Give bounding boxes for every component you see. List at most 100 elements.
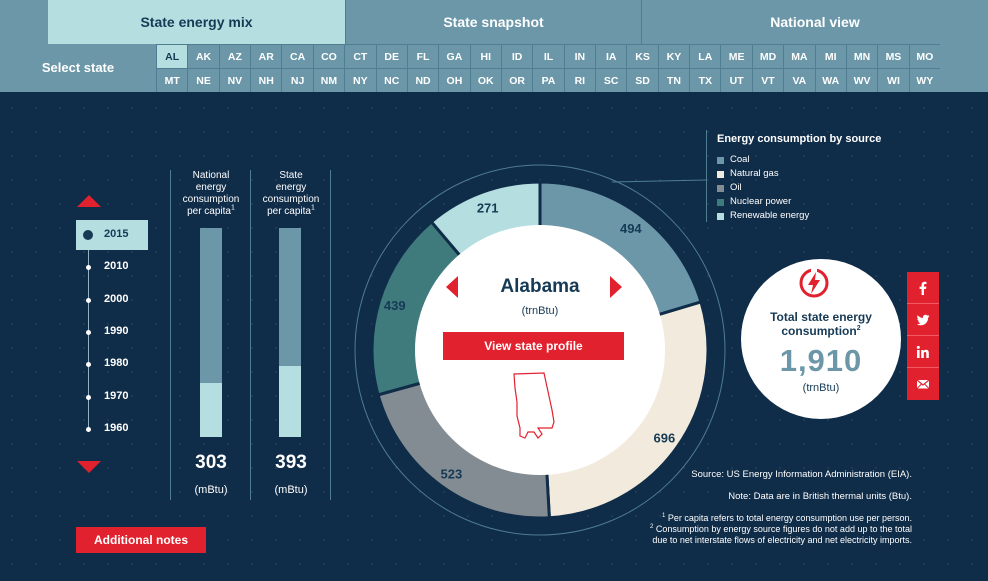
state-button-ar[interactable]: AR: [250, 44, 282, 68]
total-consumption-unit: (trnBtu): [802, 382, 840, 394]
state-button-nm[interactable]: NM: [312, 68, 345, 92]
legend-label: Renewable energy: [730, 210, 810, 221]
national-label-line: per capita1: [187, 204, 235, 217]
state-label-line: energy: [275, 182, 307, 193]
state-button-mn[interactable]: MN: [845, 44, 878, 68]
legend-item: Nuclear power: [717, 195, 918, 209]
state-name: Alabama: [500, 276, 580, 297]
state-button-de[interactable]: DE: [375, 44, 407, 68]
footnote-marker: 1: [311, 204, 315, 212]
additional-notes-button[interactable]: Additional notes: [76, 527, 206, 553]
year-item-1970[interactable]: 1970: [76, 382, 148, 412]
state-button-id[interactable]: ID: [500, 44, 533, 68]
state-button-ok[interactable]: OK: [469, 68, 501, 92]
state-button-wi[interactable]: WI: [877, 68, 909, 92]
next-state-arrow-icon[interactable]: [610, 276, 622, 298]
state-button-la[interactable]: LA: [689, 44, 721, 68]
state-button-co[interactable]: CO: [312, 44, 345, 68]
tab-state-snapshot[interactable]: State snapshot: [346, 0, 642, 44]
state-button-fl[interactable]: FL: [406, 44, 439, 68]
linkedin-share-button[interactable]: [907, 336, 939, 368]
state-button-ga[interactable]: GA: [438, 44, 470, 68]
year-item-2015[interactable]: 2015: [76, 220, 148, 250]
state-grid: AL AK AZ AR CA CO CT DE FL GA HI ID IL IN IA KS KY LA ME MD…: [156, 44, 940, 92]
footnote-1: 1 Per capita refers to total energy cons…: [662, 513, 912, 523]
state-selector-bar: Select state AL AK AZ AR CA CO CT DE FL GA HI ID IL I…: [0, 44, 988, 92]
email-icon: [916, 379, 930, 389]
state-button-ak[interactable]: AK: [187, 44, 219, 68]
state-button-al[interactable]: AL: [156, 44, 188, 68]
state-button-tn[interactable]: TN: [657, 68, 690, 92]
state-button-ri[interactable]: RI: [563, 68, 596, 92]
state-per-capita-label: State energy consumption per capita1: [251, 170, 331, 218]
state-button-ms[interactable]: MS: [877, 44, 909, 68]
national-label-line: National: [192, 170, 230, 181]
state-button-ky[interactable]: KY: [657, 44, 690, 68]
footnote-marker: 2: [856, 325, 861, 332]
email-share-button[interactable]: [907, 368, 939, 400]
year-item-1990[interactable]: 1990: [76, 317, 148, 347]
year-item-1960[interactable]: 1960: [76, 414, 148, 444]
state-button-il[interactable]: IL: [532, 44, 564, 68]
legend-swatch: [717, 170, 724, 178]
state-button-va[interactable]: VA: [783, 68, 815, 92]
legend-item: Natural gas: [717, 167, 918, 181]
previous-state-arrow-icon[interactable]: [446, 276, 458, 298]
tab-state-energy-mix[interactable]: State energy mix: [48, 0, 346, 44]
state-button-sc[interactable]: SC: [595, 68, 627, 92]
state-button-nh[interactable]: NH: [250, 68, 282, 92]
state-button-md[interactable]: MD: [751, 44, 784, 68]
state-button-oh[interactable]: OH: [438, 68, 470, 92]
state-button-ny[interactable]: NY: [344, 68, 376, 92]
legend-leader-line: [611, 179, 707, 183]
state-button-ne[interactable]: NE: [187, 68, 219, 92]
legend-title: Energy consumption by source: [717, 133, 882, 145]
state-button-pa[interactable]: PA: [532, 68, 564, 92]
state-button-ks[interactable]: KS: [626, 44, 658, 68]
state-button-az[interactable]: AZ: [218, 44, 251, 68]
state-button-or[interactable]: OR: [500, 68, 533, 92]
state-bar-track: [279, 228, 301, 437]
state-button-nv[interactable]: NV: [218, 68, 251, 92]
state-button-ia[interactable]: IA: [595, 44, 627, 68]
total-consumption-title: Total state energy consumption2: [741, 310, 901, 338]
state-button-mi[interactable]: MI: [814, 44, 846, 68]
view-state-profile-button[interactable]: View state profile: [443, 332, 624, 360]
year-label: 1970: [104, 389, 129, 402]
legend-label: Coal: [730, 154, 750, 165]
state-button-ma[interactable]: MA: [783, 44, 815, 68]
state-button-in[interactable]: IN: [563, 44, 596, 68]
tab-national-view[interactable]: National view: [642, 0, 988, 44]
state-button-wv[interactable]: WV: [845, 68, 878, 92]
state-label-line: per capita1: [267, 204, 315, 217]
state-button-nc[interactable]: NC: [375, 68, 407, 92]
state-button-sd[interactable]: SD: [626, 68, 658, 92]
year-up-arrow-icon[interactable]: [77, 195, 101, 207]
state-button-wa[interactable]: WA: [814, 68, 846, 92]
footnote-2: 2 Consumption by energy source figures d…: [649, 524, 912, 534]
year-item-1980[interactable]: 1980: [76, 349, 148, 379]
year-item-2000[interactable]: 2000: [76, 285, 148, 315]
state-button-nd[interactable]: ND: [406, 68, 439, 92]
year-down-arrow-icon[interactable]: [77, 461, 101, 473]
source-text: Source: US Energy Information Administra…: [691, 469, 912, 480]
state-button-nj[interactable]: NJ: [281, 68, 313, 92]
state-label-line: consumption: [262, 194, 320, 205]
state-button-wy[interactable]: WY: [908, 68, 940, 92]
state-button-ca[interactable]: CA: [281, 44, 313, 68]
linkedin-icon: [916, 345, 929, 358]
twitter-share-button[interactable]: [907, 304, 939, 336]
state-button-mo[interactable]: MO: [908, 44, 940, 68]
state-button-me[interactable]: ME: [720, 44, 752, 68]
year-item-2010[interactable]: 2010: [76, 252, 148, 282]
legend-swatch: [717, 156, 724, 164]
state-button-tx[interactable]: TX: [689, 68, 721, 92]
state-button-mt[interactable]: MT: [156, 68, 188, 92]
state-button-ct[interactable]: CT: [344, 44, 376, 68]
state-button-hi[interactable]: HI: [469, 44, 501, 68]
facebook-share-button[interactable]: [907, 272, 939, 304]
state-button-vt[interactable]: VT: [751, 68, 784, 92]
state-button-ut[interactable]: UT: [720, 68, 752, 92]
alabama-map-icon: [513, 372, 555, 439]
timeline-dot: [83, 230, 93, 240]
